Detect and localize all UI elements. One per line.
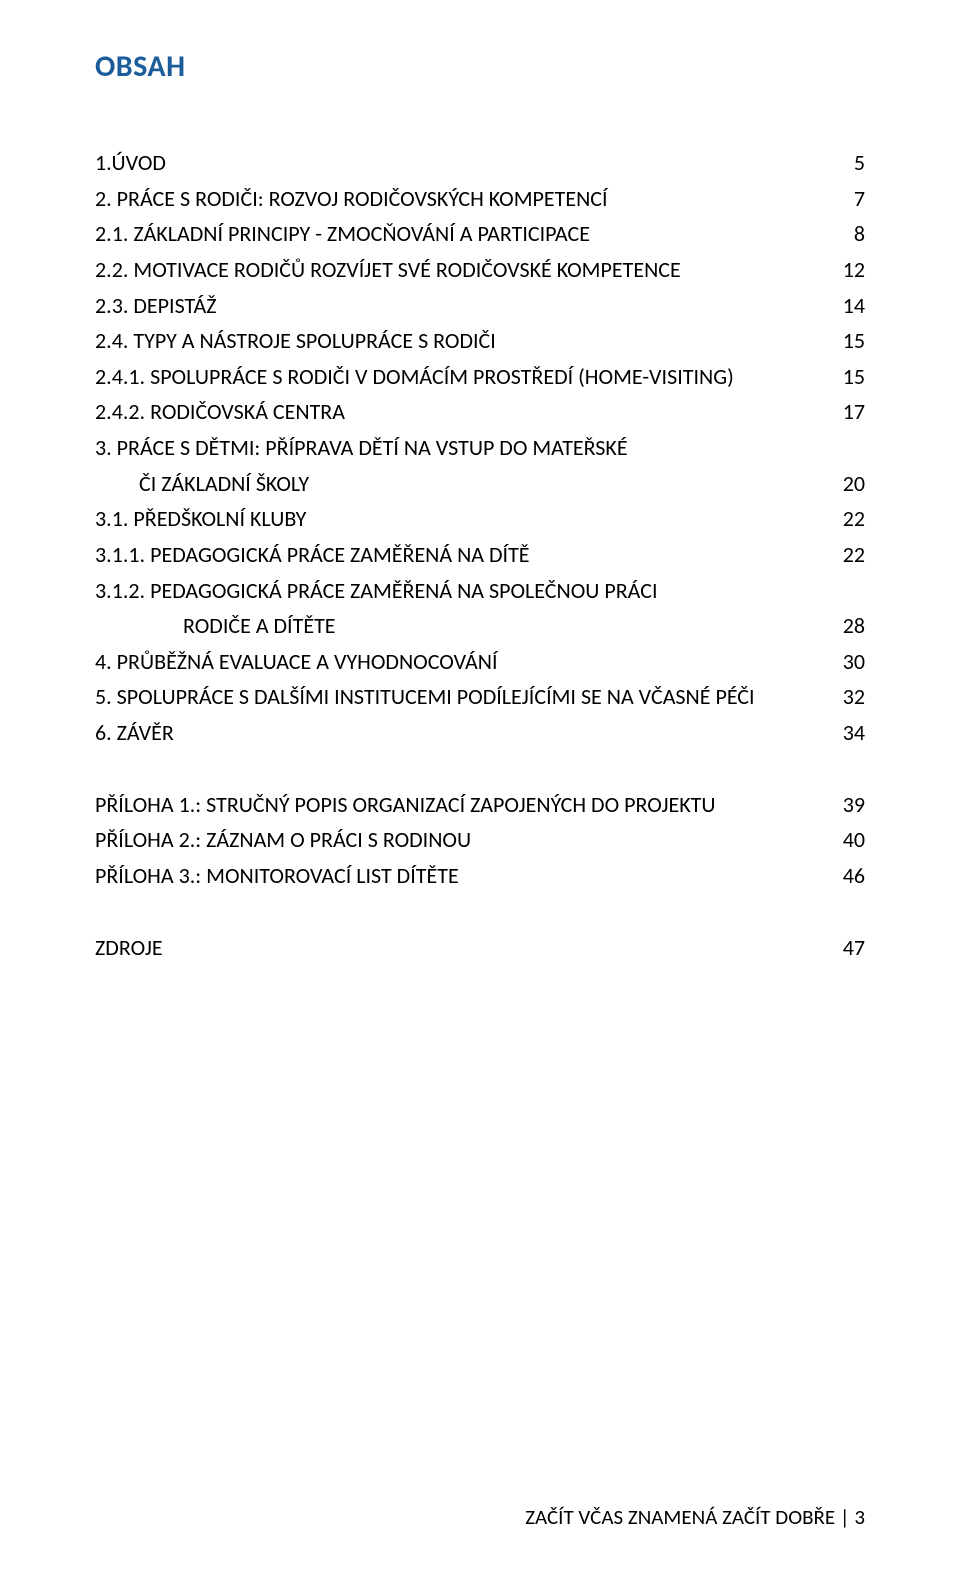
toc-row: 2.1. ZÁKLADNÍ PRINCIPY - ZMOCŇOVÁNÍ A PA…: [95, 216, 865, 252]
toc-page-number: 7: [825, 181, 865, 217]
spacer: [95, 751, 865, 787]
toc-row: RODIČE A DÍTĚTE28: [95, 608, 865, 644]
toc-row: PŘÍLOHA 3.: MONITOROVACÍ LIST DÍTĚTE46: [95, 858, 865, 894]
toc-heading: OBSAH: [95, 48, 865, 85]
toc-page-number: 5: [825, 145, 865, 181]
toc-page-number: 14: [825, 288, 865, 324]
toc-page-number: 47: [825, 930, 865, 966]
toc-label: 5. SPOLUPRÁCE S DALŠÍMI INSTITUCEMI PODÍ…: [95, 679, 825, 715]
toc-label: 3.1. PŘEDŠKOLNÍ KLUBY: [95, 501, 825, 537]
toc-page-number: 28: [825, 608, 865, 644]
toc-label: 6. ZÁVĚR: [95, 715, 825, 751]
toc-label: 3.1.2. PEDAGOGICKÁ PRÁCE ZAMĚŘENÁ NA SPO…: [95, 573, 825, 609]
toc-row: PŘÍLOHA 1.: STRUČNÝ POPIS ORGANIZACÍ ZAP…: [95, 787, 865, 823]
toc-page-number: 20: [825, 466, 865, 502]
toc-page-number: 39: [825, 787, 865, 823]
toc-row: 3.1.2. PEDAGOGICKÁ PRÁCE ZAMĚŘENÁ NA SPO…: [95, 573, 865, 609]
toc-page-number: 40: [825, 822, 865, 858]
toc-row: 3.1. PŘEDŠKOLNÍ KLUBY22: [95, 501, 865, 537]
toc-row: 4. PRŮBĚŽNÁ EVALUACE A VYHODNOCOVÁNÍ30: [95, 644, 865, 680]
toc-label: 2.2. MOTIVACE RODIČŮ ROZVÍJET SVÉ RODIČO…: [95, 252, 825, 288]
toc-row: 6. ZÁVĚR34: [95, 715, 865, 751]
toc-row: 3.1.1. PEDAGOGICKÁ PRÁCE ZAMĚŘENÁ NA DÍT…: [95, 537, 865, 573]
toc-row: 2.4.2. RODIČOVSKÁ CENTRA17: [95, 394, 865, 430]
toc-label: ČI ZÁKLADNÍ ŠKOLY: [95, 466, 825, 502]
toc-block-1: 1.ÚVOD52. PRÁCE S RODIČI: ROZVOJ RODIČOV…: [95, 145, 865, 751]
toc-label: 2.3. DEPISTÁŽ: [95, 288, 825, 324]
toc-label: 2.4.2. RODIČOVSKÁ CENTRA: [95, 394, 825, 430]
spacer: [95, 894, 865, 930]
toc-page-number: 30: [825, 644, 865, 680]
toc-row: 1.ÚVOD5: [95, 145, 865, 181]
toc-label: PŘÍLOHA 3.: MONITOROVACÍ LIST DÍTĚTE: [95, 858, 825, 894]
toc-page-number: 12: [825, 252, 865, 288]
toc-label: PŘÍLOHA 1.: STRUČNÝ POPIS ORGANIZACÍ ZAP…: [95, 787, 825, 823]
toc-page-number: 15: [825, 323, 865, 359]
toc-label: 2. PRÁCE S RODIČI: ROZVOJ RODIČOVSKÝCH K…: [95, 181, 825, 217]
toc-row: 3. PRÁCE S DĚTMI: PŘÍPRAVA DĚTÍ NA VSTUP…: [95, 430, 865, 466]
toc-page-number: 34: [825, 715, 865, 751]
toc-page-number: 17: [825, 394, 865, 430]
toc-row: ZDROJE47: [95, 930, 865, 966]
toc-label: 3. PRÁCE S DĚTMI: PŘÍPRAVA DĚTÍ NA VSTUP…: [95, 430, 825, 466]
toc-label: 4. PRŮBĚŽNÁ EVALUACE A VYHODNOCOVÁNÍ: [95, 644, 825, 680]
toc-label: ZDROJE: [95, 930, 825, 966]
toc-page-number: 32: [825, 679, 865, 715]
toc-row: 2.3. DEPISTÁŽ14: [95, 288, 865, 324]
document-page: OBSAH 1.ÚVOD52. PRÁCE S RODIČI: ROZVOJ R…: [0, 0, 960, 1570]
toc-label: 2.1. ZÁKLADNÍ PRINCIPY - ZMOCŇOVÁNÍ A PA…: [95, 216, 825, 252]
toc-label: RODIČE A DÍTĚTE: [95, 608, 825, 644]
toc-page-number: 46: [825, 858, 865, 894]
page-footer: ZAČÍT VČAS ZNAMENÁ ZAČÍT DOBŘE | 3: [525, 1504, 865, 1530]
toc-label: 2.4. TYPY A NÁSTROJE SPOLUPRÁCE S RODIČI: [95, 323, 825, 359]
toc-label: 1.ÚVOD: [95, 145, 825, 181]
toc-page-number: 22: [825, 501, 865, 537]
toc-row: 2.2. MOTIVACE RODIČŮ ROZVÍJET SVÉ RODIČO…: [95, 252, 865, 288]
toc-row: ČI ZÁKLADNÍ ŠKOLY20: [95, 466, 865, 502]
toc-page-number: 22: [825, 537, 865, 573]
toc-label: PŘÍLOHA 2.: ZÁZNAM O PRÁCI S RODINOU: [95, 822, 825, 858]
toc-row: 2. PRÁCE S RODIČI: ROZVOJ RODIČOVSKÝCH K…: [95, 181, 865, 217]
toc-label: 3.1.1. PEDAGOGICKÁ PRÁCE ZAMĚŘENÁ NA DÍT…: [95, 537, 825, 573]
toc-row: 5. SPOLUPRÁCE S DALŠÍMI INSTITUCEMI PODÍ…: [95, 679, 865, 715]
toc-row: 2.4. TYPY A NÁSTROJE SPOLUPRÁCE S RODIČI…: [95, 323, 865, 359]
toc-row: 2.4.1. SPOLUPRÁCE S RODIČI V DOMÁCÍM PRO…: [95, 359, 865, 395]
toc-label: 2.4.1. SPOLUPRÁCE S RODIČI V DOMÁCÍM PRO…: [95, 359, 825, 395]
toc-block-2: PŘÍLOHA 1.: STRUČNÝ POPIS ORGANIZACÍ ZAP…: [95, 787, 865, 894]
toc-page-number: 15: [825, 359, 865, 395]
toc-block-3: ZDROJE47: [95, 930, 865, 966]
toc-page-number: 8: [825, 216, 865, 252]
toc-row: PŘÍLOHA 2.: ZÁZNAM O PRÁCI S RODINOU40: [95, 822, 865, 858]
